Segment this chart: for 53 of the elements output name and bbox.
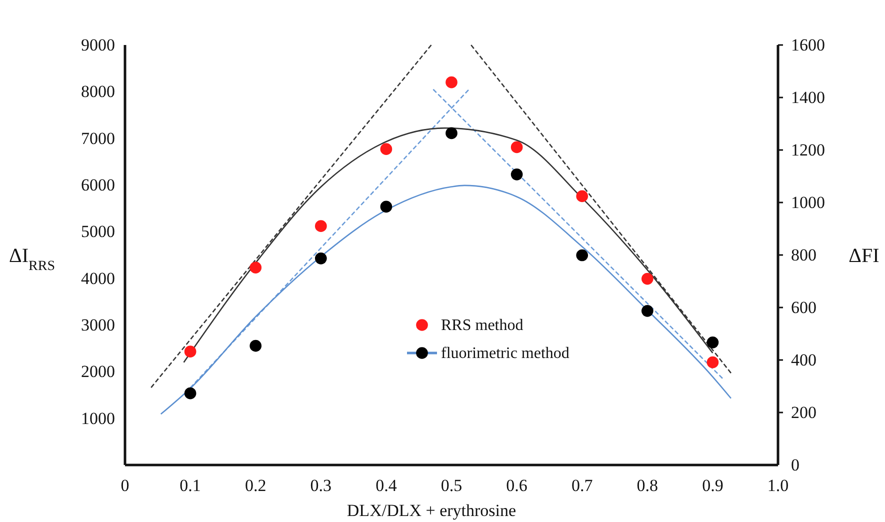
- point: [576, 190, 588, 202]
- x-tick-label: 0.3: [310, 476, 332, 496]
- x-tick-label: 0.6: [506, 476, 528, 496]
- x-tick-label: 0.1: [180, 476, 201, 496]
- legend-label: fluorimetric method: [441, 345, 570, 362]
- y2-tick-label: 0: [791, 455, 800, 474]
- x-axis-title: DLX/DLX + erythrosine: [346, 501, 516, 520]
- y-tick-label: 1000: [81, 408, 115, 428]
- x-tick-label: 1.0: [767, 476, 789, 496]
- y2-tick-label: 1600: [791, 35, 825, 54]
- point: [250, 262, 262, 274]
- point: [380, 200, 392, 213]
- y-tick-label: 3000: [81, 315, 115, 334]
- point: [314, 220, 327, 232]
- y-tick-label: 9000: [81, 35, 115, 54]
- line-series: [160, 184, 732, 415]
- y2-tick-label: 800: [791, 245, 816, 264]
- legend-label: RRS method: [441, 317, 524, 334]
- y2-axis-title: ΔFI: [848, 245, 880, 267]
- y-tick-label: 5000: [81, 222, 115, 242]
- x-tick-label: 0.2: [244, 476, 266, 496]
- x-tick-label: 0.9: [702, 476, 724, 496]
- y2-tick-label: 1400: [791, 88, 825, 107]
- point: [510, 141, 523, 154]
- point: [641, 305, 654, 317]
- x-tick-label: 0.8: [636, 476, 658, 496]
- y2-tick-label: 1000: [791, 192, 825, 212]
- point: [446, 127, 458, 140]
- point: [446, 76, 458, 88]
- x-tick-label: 0: [120, 476, 130, 496]
- y2-tick-label: 1200: [791, 140, 825, 160]
- point: [706, 336, 719, 348]
- point: [706, 356, 719, 368]
- y-tick-label: 4000: [81, 268, 115, 288]
- x-tick-label: 0.7: [571, 476, 594, 496]
- y-tick-label: 8000: [81, 82, 115, 102]
- point: [184, 346, 196, 358]
- y-tick-label: 2000: [81, 362, 115, 382]
- y-tick-label: 7000: [81, 128, 115, 148]
- point: [510, 168, 523, 180]
- point: [250, 340, 262, 352]
- x-tick-label: 0.5: [440, 476, 462, 496]
- point: [314, 252, 327, 264]
- y2-tick-label: 400: [791, 350, 816, 370]
- point: [641, 272, 654, 285]
- x-tick-label: 0.4: [376, 476, 398, 496]
- point: [380, 143, 392, 155]
- point: [576, 249, 588, 262]
- y-tick-label: 6000: [81, 175, 115, 194]
- y-axis-title: ΔI$_{RRS}$: [9, 245, 55, 274]
- point: [184, 387, 196, 400]
- y2-tick-label: 200: [791, 402, 816, 422]
- y2-tick-label: 600: [791, 298, 816, 317]
